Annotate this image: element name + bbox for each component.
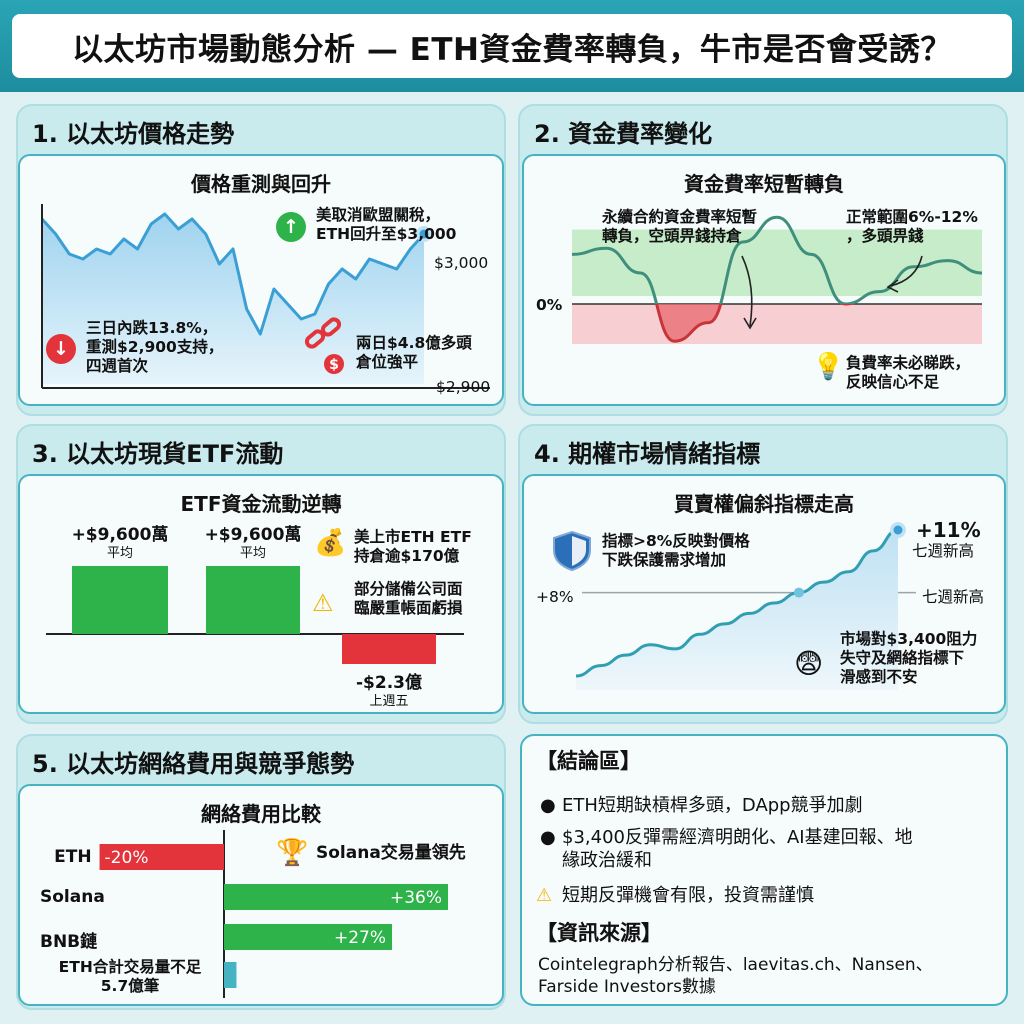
funding-chart bbox=[571, 215, 983, 344]
chart-title: 資金費率短暫轉負 bbox=[684, 172, 844, 196]
money-bag-icon: 💰 bbox=[314, 528, 347, 558]
chart-title: 買賣權偏斜指標走高 bbox=[674, 492, 854, 516]
fee-category: ETH bbox=[54, 847, 92, 867]
page-title: 以太坊市場動態分析 — ETH資金費率轉負，牛市是否會受誘？ bbox=[12, 14, 1012, 78]
annotation-liquidation: 兩日$4.8億多頭 倉位強平 bbox=[356, 334, 472, 371]
note-confidence: 負費率未必睇跌， 反映信心不足 bbox=[846, 354, 971, 391]
fee-bar bbox=[224, 924, 392, 950]
price-card: 價格重測與回升 ↑ 美取消歐盟關稅， ETH回升至$3,000 $3,000 ↓… bbox=[18, 154, 504, 406]
etf-bar-value: -$2.3億 bbox=[356, 673, 422, 693]
chart-title: ETF資金流動逆轉 bbox=[180, 492, 342, 516]
trophy-note: Solana交易量領先 bbox=[316, 843, 466, 863]
section-heading: 2. 資金費率變化 bbox=[534, 120, 713, 148]
section-heading: 3. 以太坊現貨ETF流動 bbox=[32, 440, 284, 468]
panel-options: 4. 期權市場情緒指標 買賣權偏斜指標走高 指標>8%反映對價格 下跌保護需求增… bbox=[518, 424, 1008, 724]
section-heading: 5. 以太坊網絡費用與競爭態勢 bbox=[32, 750, 355, 778]
reference-note: 七週新高 bbox=[922, 588, 985, 606]
arrow-negative-head bbox=[743, 317, 757, 330]
fee-bar bbox=[224, 962, 237, 988]
arrow-up-icon: ↑ bbox=[276, 212, 306, 242]
end-point bbox=[419, 229, 429, 239]
peak-note: 七週新高 bbox=[912, 542, 975, 560]
funding-line-positive bbox=[571, 215, 983, 304]
conclusion-heading: 【結論區】 bbox=[536, 749, 641, 773]
fees-chart: -20% +36%+27% bbox=[99, 830, 448, 998]
options-card: 買賣權偏斜指標走高 指標>8%反映對價格 下跌保護需求增加 +11% 七週新高 … bbox=[522, 474, 1006, 714]
bullet-icon: ● bbox=[540, 795, 556, 816]
warning-icon: ⚠ bbox=[312, 589, 334, 617]
source-heading: 【資訊來源】 bbox=[536, 921, 662, 945]
title-banner: 以太坊市場動態分析 — ETH資金費率轉負，牛市是否會受誘？ bbox=[0, 0, 1024, 92]
etf-bar-category: 上週五 bbox=[369, 694, 409, 709]
annotation-face: 市場對$3,400阻力 失守及網絡指標下 滑感到不安 bbox=[840, 630, 978, 686]
fee-bar-value: +36% bbox=[390, 888, 442, 908]
arrow-down-icon: ↓ bbox=[46, 334, 76, 364]
etf-bar bbox=[206, 566, 300, 634]
bullet-icon: ● bbox=[540, 827, 556, 848]
conclusion-panel: 【結論區】 ● ETH短期缺槓桿多頭，DApp競爭加劇 ● $3,400反彈需經… bbox=[520, 734, 1008, 1006]
label-2900: $2,900 bbox=[436, 378, 491, 396]
etf-bar-value: +$9,600萬 bbox=[204, 525, 302, 545]
chart-title: 價格重測與回升 bbox=[191, 172, 331, 196]
label-zero: 0% bbox=[536, 296, 563, 314]
source-text: Cointelegraph分析報告、laevitas.ch、Nansen、 Fa… bbox=[538, 955, 933, 997]
fee-bar-value: +27% bbox=[334, 928, 386, 948]
panel-funding-rate: 2. 資金費率變化 資金費率短暫轉負 0% 永續合約資金費率短暫 轉負，空頭畀錢… bbox=[518, 104, 1008, 416]
skew-line bbox=[575, 528, 899, 678]
reference-label: +8% bbox=[536, 588, 574, 606]
warning-icon: ⚠ bbox=[536, 885, 553, 906]
etf-bar-category: 平均 bbox=[239, 546, 266, 561]
etf-bar-value: +$9,600萬 bbox=[71, 525, 169, 545]
fee-category: ETH合計交易量不足 5.7億筆 bbox=[58, 958, 202, 995]
note-holdings: 美上市ETH ETF 持倉逾$170億 bbox=[354, 528, 472, 565]
trophy-icon: 🏆 bbox=[276, 838, 309, 868]
etf-bar bbox=[342, 634, 436, 664]
lightbulb-icon: 💡 bbox=[812, 352, 845, 382]
arrow-normal-head bbox=[886, 279, 899, 293]
fees-card: 網絡費用比較 -20% +36% +27% ETH Solana BNB鏈 ETH合計交易… bbox=[18, 784, 504, 1006]
negative-band bbox=[572, 304, 982, 344]
peak-value: +11% bbox=[916, 518, 981, 542]
panel-price-trend: 1. 以太坊價格走勢 價格重測與回升 ↑ 美取消歐盟關稅， ETH回升至$3,0… bbox=[16, 104, 506, 416]
conclusion-item: ETH短期缺槓桿多頭，DApp競爭加劇 bbox=[562, 795, 863, 816]
fee-bar-value: -20% bbox=[105, 848, 149, 868]
anxious-face-icon: 😨 bbox=[794, 647, 824, 680]
panel-network-fees: 5. 以太坊網絡費用與競爭態勢 網絡費用比較 -20% +36% +27% ETH S… bbox=[16, 734, 506, 1010]
positive-band bbox=[572, 229, 982, 296]
price-line bbox=[40, 212, 426, 336]
fee-category: BNB鏈 bbox=[40, 932, 98, 952]
panel-etf-flow: 3. 以太坊現貨ETF流動 ETF資金流動逆轉 +$9,600萬 平均 +$9,60… bbox=[16, 424, 506, 724]
etf-bar bbox=[72, 566, 168, 634]
price-area bbox=[42, 214, 424, 384]
arrow-normal bbox=[889, 255, 923, 287]
conclusion-item: $3,400反彈需經濟明朗化、AI基建回報、地 緣政治緩和 bbox=[562, 827, 913, 871]
chart-title: 網絡費用比較 bbox=[201, 802, 321, 826]
section-heading: 1. 以太坊價格走勢 bbox=[32, 120, 235, 148]
annotation-down: 三日內跌13.8%， 重測$2,900支持， 四週首次 bbox=[86, 319, 224, 375]
annotation-negative: 永續合約資金費率短暫 轉負，空頭畀錢持倉 bbox=[602, 208, 758, 245]
fee-category: Solana bbox=[40, 887, 105, 907]
skew-area bbox=[576, 530, 898, 690]
annotation-up: 美取消歐盟關稅， ETH回升至$3,000 bbox=[316, 206, 457, 243]
fee-bar bbox=[99, 844, 224, 870]
annotation-shield: 指標>8%反映對價格 下跌保護需求增加 bbox=[602, 532, 750, 569]
peak-point bbox=[893, 525, 903, 535]
negative-area bbox=[572, 304, 982, 342]
etf-chart bbox=[46, 566, 464, 664]
conclusion-warning: 短期反彈機會有限，投資需謹慎 bbox=[562, 885, 814, 906]
note-losses: 部分儲備公司面 臨嚴重帳面虧損 bbox=[354, 580, 463, 617]
etf-card: ETF資金流動逆轉 +$9,600萬 平均 +$9,600萬 平均 -$2.3億 上週五 … bbox=[18, 474, 504, 714]
price-chart bbox=[40, 204, 490, 389]
arrow-negative bbox=[741, 255, 753, 327]
cross-point bbox=[793, 587, 804, 598]
annotation-normal: 正常範圍6%-12% ，多頭畀錢 bbox=[846, 208, 978, 245]
etf-bar-category: 平均 bbox=[106, 546, 133, 561]
skew-chart bbox=[575, 522, 916, 690]
funding-card: 資金費率短暫轉負 0% 永續合約資金費率短暫 轉負，空頭畀錢持倉 正常範圍6%-… bbox=[522, 154, 1006, 406]
section-heading: 4. 期權市場情緒指標 bbox=[534, 440, 761, 468]
fee-bar bbox=[224, 884, 448, 910]
label-3000: $3,000 bbox=[434, 254, 489, 272]
